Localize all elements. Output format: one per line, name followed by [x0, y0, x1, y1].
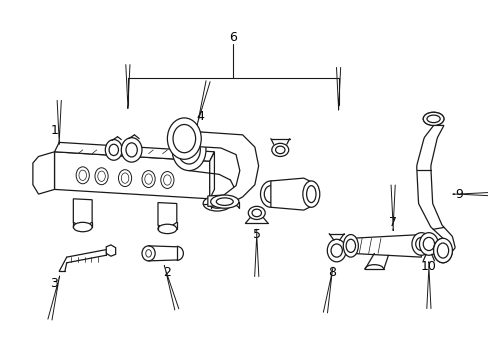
Ellipse shape [330, 244, 342, 257]
Ellipse shape [433, 238, 451, 263]
Ellipse shape [161, 171, 174, 189]
Ellipse shape [271, 143, 288, 157]
Ellipse shape [326, 239, 346, 262]
Ellipse shape [426, 115, 439, 123]
Text: 10: 10 [420, 260, 436, 273]
Ellipse shape [423, 112, 443, 125]
Ellipse shape [121, 138, 142, 162]
Ellipse shape [142, 171, 155, 188]
Ellipse shape [177, 136, 200, 164]
Ellipse shape [126, 143, 137, 157]
Ellipse shape [167, 118, 201, 159]
Polygon shape [33, 152, 54, 194]
Text: 4: 4 [196, 109, 204, 122]
Ellipse shape [248, 206, 264, 220]
Ellipse shape [343, 235, 358, 257]
Ellipse shape [346, 239, 355, 252]
Polygon shape [174, 130, 258, 206]
Ellipse shape [73, 222, 92, 232]
Polygon shape [209, 152, 214, 199]
Ellipse shape [172, 129, 205, 171]
Text: 9: 9 [454, 188, 462, 201]
Ellipse shape [210, 195, 239, 208]
Polygon shape [158, 203, 177, 229]
Text: 7: 7 [388, 216, 396, 229]
Ellipse shape [173, 125, 195, 153]
Ellipse shape [203, 196, 231, 211]
Ellipse shape [95, 168, 108, 185]
Polygon shape [350, 235, 421, 257]
Polygon shape [73, 199, 92, 227]
Text: 2: 2 [163, 266, 171, 279]
Text: 3: 3 [50, 277, 59, 290]
Ellipse shape [415, 237, 426, 251]
Text: 1: 1 [50, 123, 59, 137]
Polygon shape [270, 178, 311, 210]
Ellipse shape [216, 198, 233, 206]
Ellipse shape [302, 181, 319, 207]
Ellipse shape [436, 243, 447, 258]
Polygon shape [54, 152, 209, 199]
Ellipse shape [76, 167, 89, 184]
Ellipse shape [423, 237, 434, 251]
Ellipse shape [208, 199, 225, 208]
Ellipse shape [142, 246, 155, 261]
Ellipse shape [275, 146, 285, 154]
Polygon shape [54, 142, 214, 161]
Ellipse shape [306, 186, 315, 203]
Ellipse shape [419, 233, 437, 255]
Text: 6: 6 [229, 31, 237, 44]
Polygon shape [106, 245, 116, 256]
Ellipse shape [433, 238, 451, 263]
Ellipse shape [260, 181, 281, 207]
Ellipse shape [411, 233, 430, 255]
Ellipse shape [423, 112, 443, 125]
Ellipse shape [109, 144, 118, 156]
Ellipse shape [158, 224, 177, 234]
Ellipse shape [118, 170, 131, 186]
Text: 5: 5 [252, 228, 260, 241]
Polygon shape [416, 125, 454, 263]
Ellipse shape [264, 186, 277, 203]
Ellipse shape [105, 140, 122, 160]
Text: 8: 8 [327, 266, 335, 279]
Ellipse shape [251, 209, 261, 217]
